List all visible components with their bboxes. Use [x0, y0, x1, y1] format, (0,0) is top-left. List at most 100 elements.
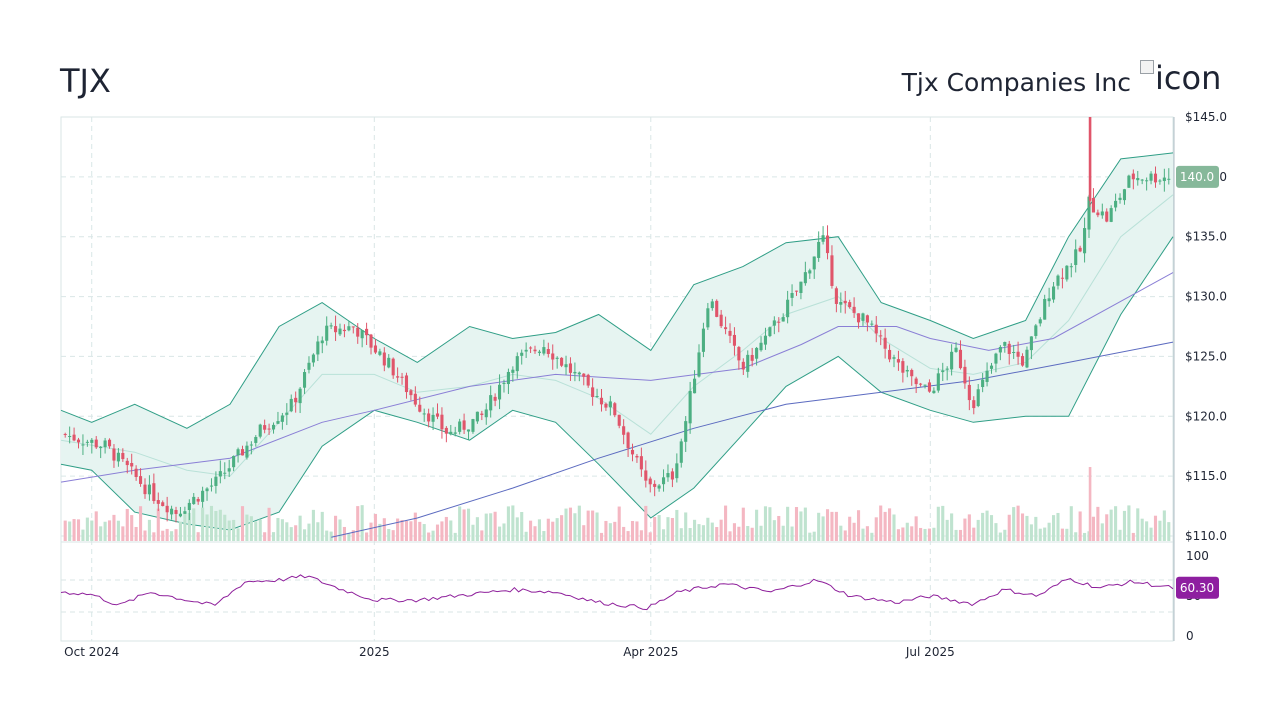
volume-bar	[896, 529, 900, 541]
candle-body	[630, 449, 635, 455]
volume-bar	[693, 519, 697, 541]
candle-body	[759, 342, 763, 351]
volume-bar	[989, 515, 994, 541]
volume-bar	[449, 520, 453, 541]
volume-bar	[1012, 507, 1016, 541]
candle-body	[1029, 336, 1033, 351]
volume-bar	[152, 532, 156, 541]
candle-body	[724, 327, 728, 330]
volume-bar	[772, 520, 776, 541]
volume-bar	[413, 512, 417, 541]
candle-body	[941, 370, 945, 373]
volume-bar	[1140, 518, 1144, 541]
candle-body	[498, 384, 502, 400]
volume-bar	[799, 511, 803, 541]
price-tick-label: $125.0	[1185, 349, 1227, 363]
volume-bar	[701, 525, 705, 541]
candle-body	[165, 505, 169, 513]
volume-bar	[1162, 510, 1166, 541]
volume-bar	[1016, 505, 1020, 541]
sma-100-line	[60, 272, 1174, 483]
volume-bar	[719, 519, 723, 541]
volume-bar	[170, 531, 174, 541]
candle-body	[174, 510, 178, 514]
volume-bar	[125, 508, 129, 541]
volume-bar	[498, 526, 502, 541]
broken-image-icon	[1140, 60, 1154, 74]
volume-bar	[635, 521, 639, 541]
candle-body	[435, 413, 440, 417]
candle-body	[1012, 352, 1016, 354]
volume-bar	[298, 515, 302, 541]
volume-bar	[954, 529, 958, 541]
rsi-tick-label: 100	[1186, 549, 1209, 563]
volume-bar	[737, 526, 741, 541]
volume-bar	[1060, 528, 1064, 541]
candle-body	[710, 301, 714, 309]
candle-body	[147, 484, 151, 495]
candle-body	[280, 415, 284, 422]
volume-bar	[161, 530, 165, 541]
candle-body	[72, 434, 76, 441]
volume-bar	[529, 520, 533, 541]
candle-body	[116, 452, 120, 462]
candle-body	[245, 445, 249, 458]
candle-body	[763, 335, 768, 345]
candle-body	[768, 327, 772, 337]
candle-body	[923, 384, 927, 386]
volume-bar	[981, 512, 985, 541]
candle-body	[387, 357, 391, 368]
volume-bar	[976, 519, 980, 541]
candle-body	[648, 478, 652, 485]
candle-body	[688, 390, 692, 424]
rsi-tick-label: 0	[1186, 629, 1194, 643]
candle-body	[139, 476, 143, 484]
volume-bar	[715, 527, 719, 541]
volume-bar	[178, 521, 182, 541]
volume-bar	[369, 522, 373, 541]
candle-body	[369, 334, 373, 348]
volume-bar	[1127, 505, 1131, 541]
volume-bar	[639, 530, 643, 541]
candle-body	[852, 306, 856, 313]
volume-bar	[192, 508, 196, 541]
volume-bar	[825, 509, 830, 541]
volume-bar	[480, 530, 484, 541]
candle-body	[706, 308, 710, 328]
candle-body	[684, 421, 688, 442]
volume-bar	[958, 529, 963, 541]
volume-bar	[914, 516, 918, 541]
candle-body	[258, 424, 262, 437]
candle-body	[449, 431, 453, 435]
volume-bar	[888, 508, 892, 541]
candle-body	[591, 387, 595, 398]
candle-body	[586, 374, 590, 386]
volume-bar	[404, 520, 409, 541]
candle-body	[493, 396, 497, 401]
volume-bar	[945, 519, 949, 541]
candle-body	[755, 347, 759, 359]
candle-body	[976, 389, 980, 407]
candle-body	[214, 476, 218, 486]
volume-bar	[865, 526, 869, 541]
time-axis: Oct 2024 2025 Apr 2025 Jul 2025	[64, 645, 955, 659]
moving-averages	[60, 194, 1174, 538]
candle-body	[201, 490, 205, 502]
volume-bar	[927, 528, 932, 541]
volume-bar	[808, 532, 812, 541]
candle-body	[803, 272, 807, 284]
candle-body	[382, 352, 386, 366]
candle-body	[223, 472, 227, 474]
candle-body	[919, 383, 923, 385]
volume-bar	[99, 526, 103, 541]
volume-bar	[874, 517, 878, 541]
volume-bar	[861, 528, 865, 541]
candle-body	[879, 335, 883, 337]
price-tick-label: $120.0	[1185, 409, 1227, 423]
candle-body	[99, 446, 103, 449]
volume-bar	[378, 523, 382, 541]
volume-bar	[1029, 524, 1033, 541]
volume-bar	[560, 515, 564, 541]
candle-body	[617, 414, 621, 426]
